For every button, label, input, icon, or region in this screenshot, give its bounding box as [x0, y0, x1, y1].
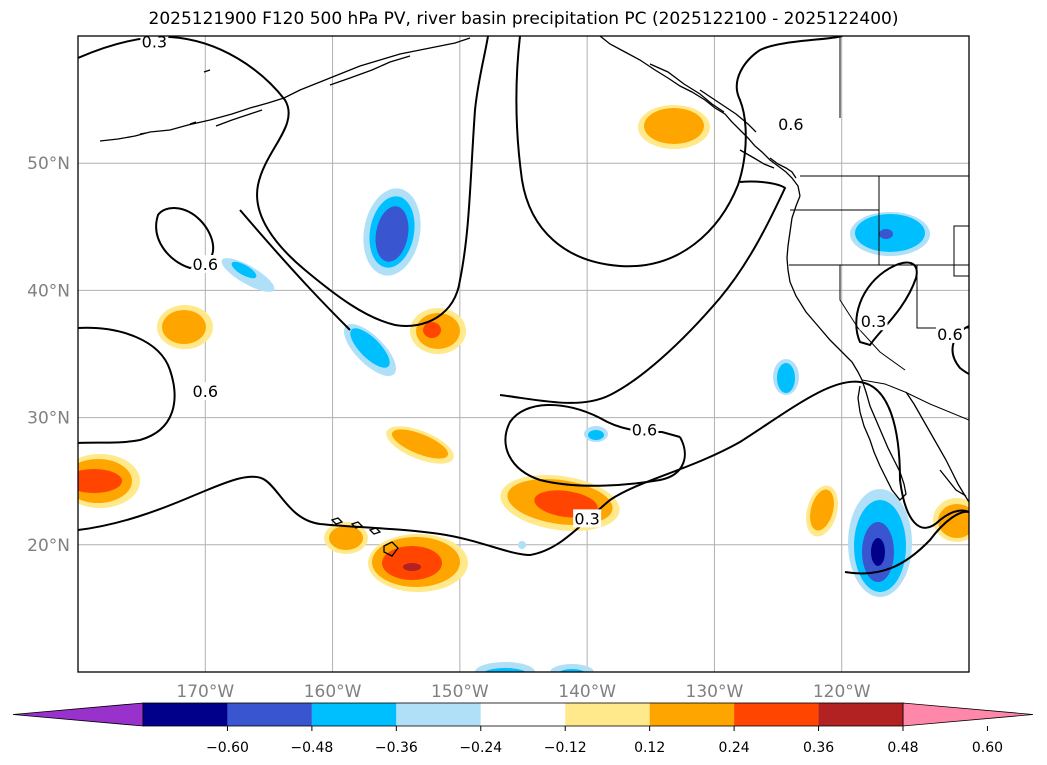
pv-contour-0.6-north — [515, 36, 843, 268]
contour-label: 0.6 — [193, 382, 218, 401]
precip-negative-blob-29n-139w — [584, 426, 608, 442]
colorbar-tick-label: −0.48 — [290, 740, 333, 756]
colorbar-extend-max — [902, 702, 1034, 727]
colorbar-tick-label: 0.24 — [719, 740, 750, 756]
contour-label: 0.3 — [861, 312, 886, 331]
contour-label-bg — [859, 312, 888, 331]
colorbar-segment — [143, 703, 228, 726]
pv-contour-0.3-north — [78, 36, 489, 327]
colorbar-tick-label: 0.60 — [972, 740, 1003, 756]
pv-contour-0.6-mid-loop — [504, 403, 686, 487]
contour-label: 0.3 — [142, 32, 167, 51]
contour-label-bg — [140, 36, 169, 51]
pv-contour-0.3-southeast — [844, 510, 969, 575]
latitude-tick-labels: 50°N 40°N 30°N 20°N — [27, 154, 70, 556]
precip-positive-blob-18n-154w — [368, 534, 468, 592]
map-frame — [77, 35, 970, 673]
lon-tick-label: 120°W — [813, 682, 871, 702]
pv-contour-0.3-mid — [239, 180, 787, 404]
colorbar-segment — [396, 703, 481, 726]
longitude-tick-labels: 170°W 160°W 150°W 140°W 130°W 120°W — [176, 682, 870, 702]
colorbar-segment — [818, 703, 903, 726]
precip-positive-blob-22n-122w — [806, 485, 838, 537]
precip-positive-blob-37n-171w — [157, 305, 213, 349]
precip-negative-blob-45n-155w — [363, 188, 421, 276]
lat-tick-label: 30°N — [27, 409, 70, 429]
pv-contour-0.6-west-loop — [155, 207, 215, 270]
colorbar-segment — [311, 703, 397, 726]
precip-positive-blob-28n-153w — [386, 426, 454, 464]
pv-contour-labels: 0.3 0.6 0.6 0.3 0.6 0.6 0.3 0.6 — [140, 32, 964, 528]
contour-label: 0.3 — [574, 509, 599, 528]
colorbar-segment — [565, 703, 650, 726]
precip-negative-blob-44n-117w — [850, 212, 930, 256]
contour-label: 0.6 — [937, 325, 962, 344]
contour-label-bg — [630, 420, 659, 439]
lon-tick-label: 160°W — [304, 682, 362, 702]
colorbar-tick-label: −0.12 — [544, 740, 587, 756]
precip-negative-blob-35n-158w — [344, 324, 396, 376]
precip-negative-blob-41n-167w — [221, 258, 275, 292]
precip-negative-blob-33n-124w — [773, 359, 799, 395]
colorbar-tick-label: 0.48 — [887, 740, 918, 756]
colorbar-tick-label: −0.60 — [206, 740, 249, 756]
precipitation-shading — [78, 105, 969, 672]
pv-contour-0.6-west — [78, 326, 176, 444]
precip-positive-blob-37n-152w — [410, 308, 466, 354]
map-title: 2025121900 F120 500 hPa PV, river basin … — [148, 9, 899, 29]
lon-tick-label: 140°W — [558, 682, 616, 702]
lat-tick-label: 40°N — [27, 281, 70, 301]
colorbar-tick-label: −0.36 — [375, 740, 418, 756]
contour-label-bg — [191, 254, 220, 273]
lon-tick-label: 170°W — [176, 682, 234, 702]
lon-tick-label: 150°W — [431, 682, 489, 702]
pv-contours — [78, 36, 969, 575]
contour-label: 0.6 — [778, 115, 803, 134]
lat-tick-label: 20°N — [27, 536, 70, 556]
contour-label: 0.6 — [193, 255, 218, 274]
precip-positive-blob-20n-159w — [324, 522, 368, 554]
lon-tick-label: 130°W — [686, 682, 744, 702]
colorbar-extend-min — [12, 702, 144, 727]
colorbar-segment — [227, 703, 312, 726]
colorbar-segment — [734, 703, 819, 726]
colorbar-tick-label: 0.12 — [634, 740, 665, 756]
contour-label: 0.6 — [632, 420, 657, 439]
colorbar-tick-label: −0.24 — [459, 740, 502, 756]
contour-label-bg — [776, 115, 805, 134]
contour-label-bg — [191, 382, 220, 401]
colorbar-segment — [480, 703, 566, 726]
precip-negative-blob-10n-148w — [475, 541, 594, 672]
ocean-background — [78, 36, 969, 672]
contour-label-bg — [573, 509, 602, 528]
colorbar-segment — [649, 703, 735, 726]
contour-label-bg — [935, 324, 964, 343]
colorbar-tick-label: 0.36 — [803, 740, 834, 756]
lat-tick-label: 50°N — [27, 154, 70, 174]
precip-positive-blob-53n-135w — [638, 105, 710, 149]
precip-positive-blob-25n-178w — [78, 454, 140, 508]
colorbar: −0.60 −0.48 −0.36 −0.24 −0.12 0.12 0.24 0.36 0.4… — [12, 702, 1034, 756]
map-panel: 0.3 0.6 0.6 0.3 0.6 0.6 0.3 0.6 — [78, 32, 969, 672]
precip-negative-blob-20n-117w — [848, 489, 912, 597]
colorbar-outline — [142, 702, 904, 727]
